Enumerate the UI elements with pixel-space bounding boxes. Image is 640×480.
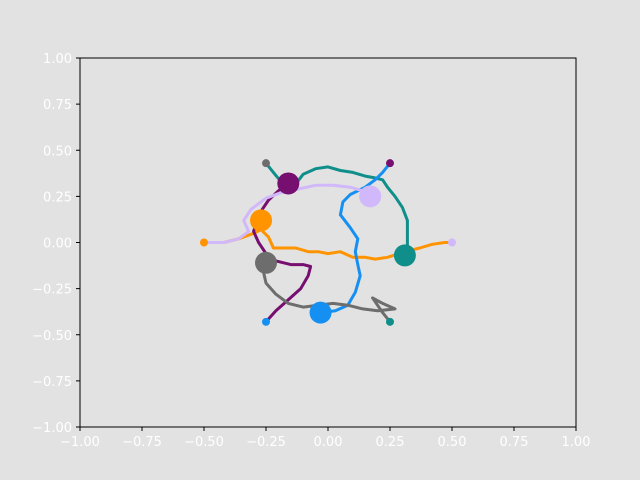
- series-3-start-point: [386, 159, 394, 168]
- x-tick-label: −1.00: [60, 435, 100, 450]
- y-tick-label: 0.50: [43, 144, 72, 159]
- y-tick-label: 1.00: [43, 52, 72, 67]
- y-tick-label: −1.00: [32, 421, 72, 436]
- series-4-start-point: [262, 159, 270, 168]
- y-axis: −1.00 −0.75 −0.50 −0.25 0.00 0.25 0.50 0.75 1.00: [32, 52, 80, 436]
- x-tick-label: −0.75: [122, 435, 162, 450]
- x-tick-label: 0.00: [314, 435, 343, 450]
- series-3-current-point: [277, 172, 300, 195]
- series-0-current-point: [250, 209, 273, 232]
- y-tick-label: −0.75: [32, 375, 72, 390]
- series-5-current-point: [359, 185, 382, 208]
- series-0-start-point: [200, 238, 208, 247]
- axes-background: [80, 58, 576, 427]
- x-axis: −1.00 −0.75 −0.50 −0.25 0.00 0.25 0.50 0.75 1.00: [60, 427, 590, 450]
- marker-layer: [200, 159, 456, 326]
- series-1-start-point: [386, 317, 394, 326]
- y-tick-label: −0.50: [32, 329, 72, 344]
- x-tick-label: 0.75: [500, 435, 529, 450]
- series-5-start-point: [448, 238, 456, 247]
- x-tick-label: −0.50: [184, 435, 224, 450]
- series-2-current-point: [309, 301, 332, 324]
- series-1-current-point: [393, 244, 416, 267]
- y-tick-label: 0.75: [43, 98, 72, 113]
- y-tick-label: −0.25: [32, 283, 72, 298]
- x-tick-label: 0.25: [376, 435, 405, 450]
- x-tick-label: 0.50: [438, 435, 467, 450]
- series-4-trajectory: [262, 261, 397, 324]
- series-2-start-point: [262, 317, 270, 326]
- series-2-trajectory: [319, 161, 392, 315]
- series-3-trajectory: [252, 182, 313, 324]
- x-tick-label: 1.00: [562, 435, 591, 450]
- y-tick-label: 0.00: [43, 237, 72, 252]
- x-tick-label: −0.25: [246, 435, 286, 450]
- series-4-current-point: [255, 251, 277, 274]
- y-tick-label: 0.25: [43, 190, 72, 205]
- series-5-trajectory: [202, 183, 372, 244]
